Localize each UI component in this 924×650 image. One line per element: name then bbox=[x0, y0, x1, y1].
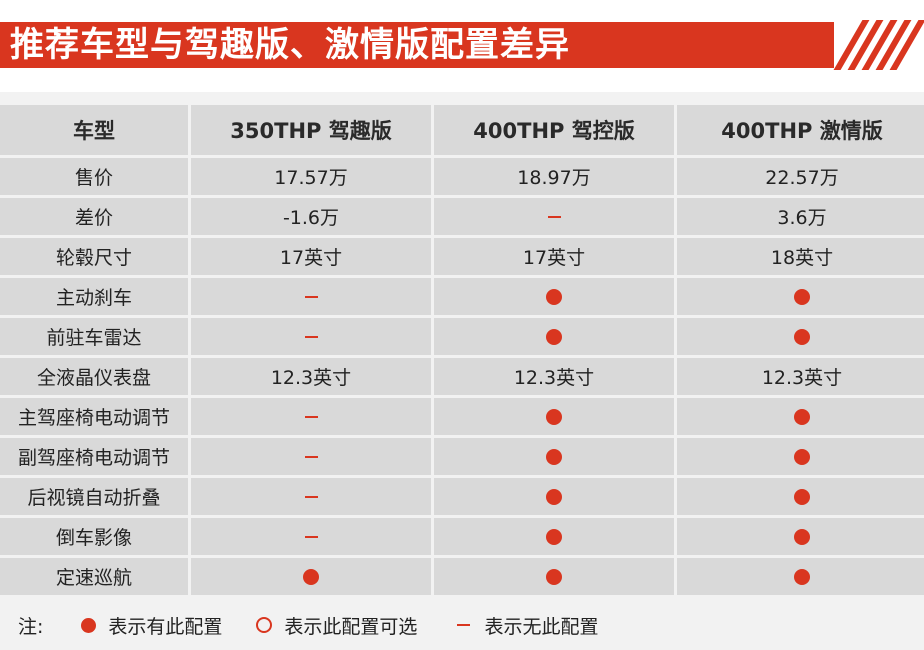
table-row: 售价 17.57万 18.97万 22.57万 bbox=[0, 158, 924, 195]
row-label: 全液晶仪表盘 bbox=[0, 358, 188, 395]
legend-standard-label: 表示有此配置 bbox=[108, 615, 223, 638]
filled-dot-icon bbox=[794, 329, 810, 345]
table-cell-standard bbox=[191, 558, 431, 595]
decorative-stripes bbox=[826, 20, 924, 70]
legend-item-standard: 表示有此配置 bbox=[81, 612, 222, 639]
table-cell-standard bbox=[434, 318, 674, 355]
legend-item-none: 表示无此配置 bbox=[457, 612, 598, 639]
table-cell: 17.57万 bbox=[191, 158, 431, 195]
table-cell-none bbox=[191, 518, 431, 555]
column-header: 350THP 驾趣版 bbox=[191, 105, 431, 155]
filled-dot-icon bbox=[546, 529, 562, 545]
row-label: 前驻车雷达 bbox=[0, 318, 188, 355]
table-row: 主驾座椅电动调节 bbox=[0, 398, 924, 435]
table-cell-standard bbox=[677, 478, 924, 515]
table-cell: 18英寸 bbox=[677, 238, 924, 275]
row-label: 轮毂尺寸 bbox=[0, 238, 188, 275]
table-cell-none bbox=[191, 438, 431, 475]
table-cell: -1.6万 bbox=[191, 198, 431, 235]
table-row: 后视镜自动折叠 bbox=[0, 478, 924, 515]
filled-dot-icon bbox=[794, 409, 810, 425]
filled-dot-icon bbox=[546, 329, 562, 345]
table-row: 全液晶仪表盘 12.3英寸 12.3英寸 12.3英寸 bbox=[0, 358, 924, 395]
table-row: 前驻车雷达 bbox=[0, 318, 924, 355]
table-cell-standard bbox=[677, 518, 924, 555]
comparison-table: 车型 350THP 驾趣版 400THP 驾控版 400THP 激情版 售价 17… bbox=[0, 102, 924, 598]
table-cell-standard bbox=[434, 558, 674, 595]
table-cell-standard bbox=[677, 318, 924, 355]
table-cell-none bbox=[191, 398, 431, 435]
row-label: 后视镜自动折叠 bbox=[0, 478, 188, 515]
dash-icon bbox=[547, 216, 561, 218]
dash-icon bbox=[304, 336, 318, 338]
dash-icon bbox=[304, 536, 318, 538]
row-label: 售价 bbox=[0, 158, 188, 195]
table-cell: 3.6万 bbox=[677, 198, 924, 235]
table-cell: 12.3英寸 bbox=[677, 358, 924, 395]
table-cell-standard bbox=[434, 518, 674, 555]
table-header-row: 车型 350THP 驾趣版 400THP 驾控版 400THP 激情版 bbox=[0, 105, 924, 155]
table-cell-standard bbox=[677, 398, 924, 435]
filled-dot-icon bbox=[303, 569, 319, 585]
title-banner-background bbox=[0, 22, 834, 68]
table-cell-none bbox=[191, 318, 431, 355]
row-label: 差价 bbox=[0, 198, 188, 235]
table-row: 倒车影像 bbox=[0, 518, 924, 555]
table-cell-standard bbox=[434, 398, 674, 435]
table-cell-standard bbox=[434, 438, 674, 475]
filled-dot-icon bbox=[794, 449, 810, 465]
table-row: 定速巡航 bbox=[0, 558, 924, 595]
filled-dot-icon bbox=[546, 489, 562, 505]
table-row: 轮毂尺寸 17英寸 17英寸 18英寸 bbox=[0, 238, 924, 275]
filled-dot-icon bbox=[546, 449, 562, 465]
row-label: 定速巡航 bbox=[0, 558, 188, 595]
table-row: 副驾座椅电动调节 bbox=[0, 438, 924, 475]
table-cell-standard bbox=[677, 438, 924, 475]
filled-dot-icon bbox=[546, 409, 562, 425]
legend-item-optional: 表示此配置可选 bbox=[256, 612, 417, 639]
filled-dot-icon bbox=[546, 569, 562, 585]
comparison-table-area: 车型 350THP 驾趣版 400THP 驾控版 400THP 激情版 售价 17… bbox=[0, 92, 924, 600]
dash-icon bbox=[457, 624, 471, 626]
table-cell: 12.3英寸 bbox=[434, 358, 674, 395]
row-label: 主动刹车 bbox=[0, 278, 188, 315]
filled-dot-icon bbox=[546, 289, 562, 305]
table-cell-none bbox=[434, 198, 674, 235]
row-header-label: 车型 bbox=[0, 105, 188, 155]
table-cell-standard bbox=[434, 278, 674, 315]
filled-dot-icon bbox=[794, 569, 810, 585]
table-cell-none bbox=[191, 478, 431, 515]
row-label: 主驾座椅电动调节 bbox=[0, 398, 188, 435]
table-cell-standard bbox=[677, 558, 924, 595]
hollow-circle-icon bbox=[256, 617, 273, 633]
table-cell: 18.97万 bbox=[434, 158, 674, 195]
table-row: 主动刹车 bbox=[0, 278, 924, 315]
title-banner: 推荐车型与驾趣版、激情版配置差异 bbox=[0, 16, 924, 74]
dash-icon bbox=[304, 456, 318, 458]
table-cell: 17英寸 bbox=[434, 238, 674, 275]
table-cell-standard bbox=[434, 478, 674, 515]
dash-icon bbox=[304, 296, 318, 298]
table-row: 差价 -1.6万 3.6万 bbox=[0, 198, 924, 235]
dash-icon bbox=[304, 496, 318, 498]
legend-optional-label: 表示此配置可选 bbox=[284, 615, 418, 638]
column-header: 400THP 驾控版 bbox=[434, 105, 674, 155]
row-label: 副驾座椅电动调节 bbox=[0, 438, 188, 475]
column-header: 400THP 激情版 bbox=[677, 105, 924, 155]
table-cell-none bbox=[191, 278, 431, 315]
row-label: 倒车影像 bbox=[0, 518, 188, 555]
table-cell-standard bbox=[677, 278, 924, 315]
page-title: 推荐车型与驾趣版、激情版配置差异 bbox=[10, 25, 570, 65]
filled-dot-icon bbox=[794, 489, 810, 505]
filled-dot-icon bbox=[81, 617, 97, 633]
dash-icon bbox=[304, 416, 318, 418]
table-cell: 22.57万 bbox=[677, 158, 924, 195]
filled-dot-icon bbox=[794, 529, 810, 545]
legend-note-label: 注: bbox=[18, 615, 44, 638]
legend: 注: 表示有此配置 表示此配置可选 表示无此配置 bbox=[0, 600, 924, 650]
table-cell: 17英寸 bbox=[191, 238, 431, 275]
legend-none-label: 表示无此配置 bbox=[484, 615, 599, 638]
filled-dot-icon bbox=[794, 289, 810, 305]
table-cell: 12.3英寸 bbox=[191, 358, 431, 395]
